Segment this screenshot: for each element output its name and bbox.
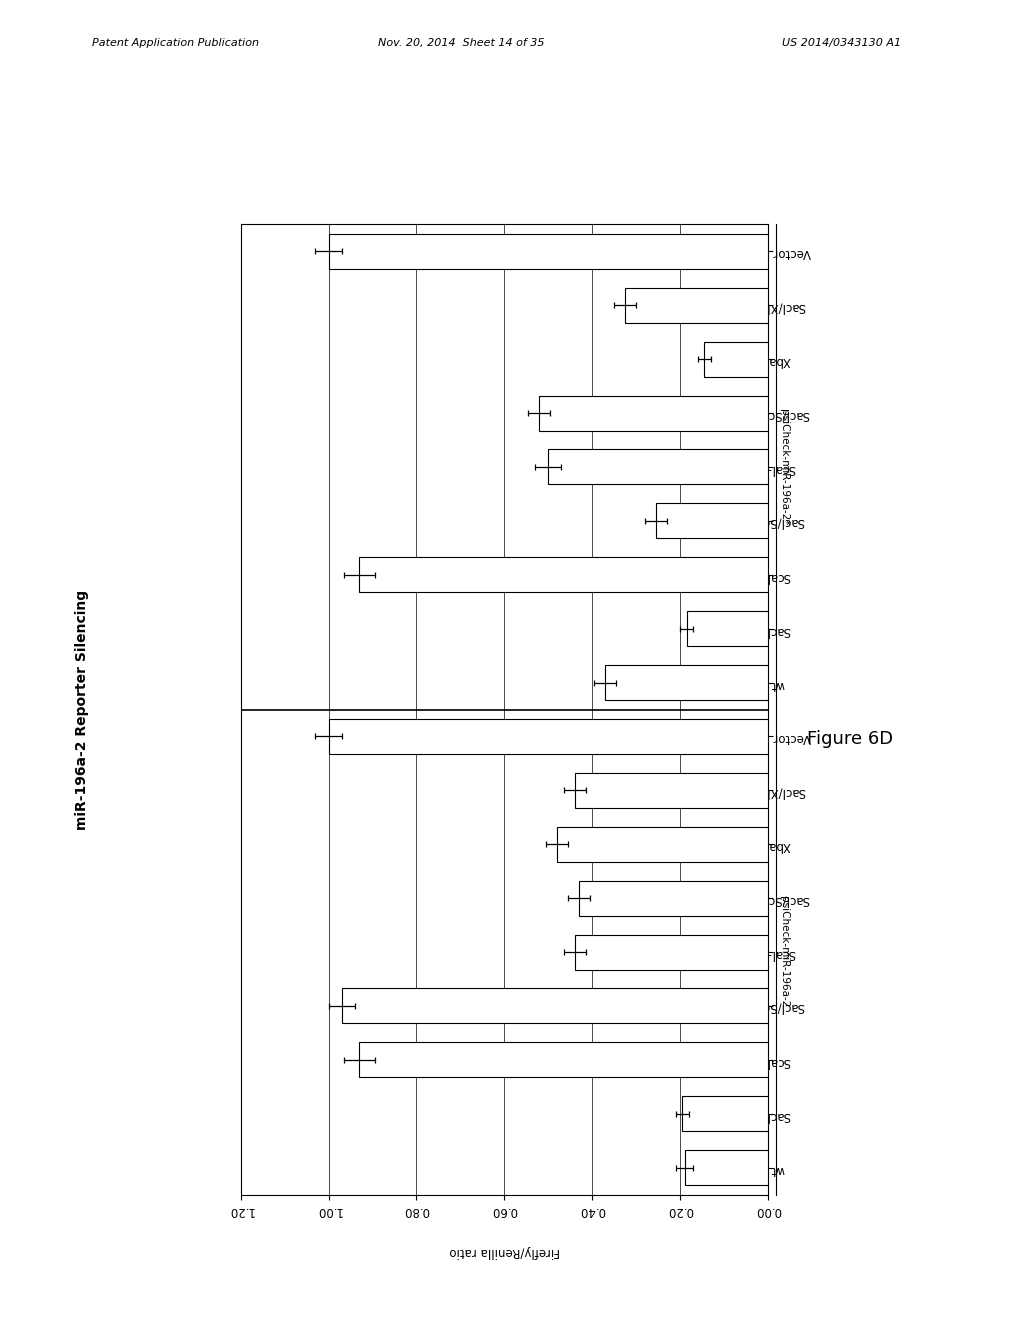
Bar — [557, 826, 768, 862]
Bar — [605, 665, 768, 700]
Bar — [574, 935, 768, 970]
Text: US 2014/0343130 A1: US 2014/0343130 A1 — [782, 38, 901, 49]
Bar — [342, 989, 768, 1023]
Bar — [359, 557, 768, 593]
Bar — [626, 288, 768, 323]
Bar — [579, 880, 768, 916]
Text: psiCheck-miR-196a-2: psiCheck-miR-196a-2 — [778, 896, 788, 1007]
Bar — [656, 503, 768, 539]
Bar — [540, 396, 768, 430]
Bar — [329, 719, 768, 754]
Text: Figure 6D: Figure 6D — [807, 730, 893, 748]
Bar — [329, 234, 768, 269]
Text: Nov. 20, 2014  Sheet 14 of 35: Nov. 20, 2014 Sheet 14 of 35 — [378, 38, 544, 49]
Bar — [705, 342, 768, 376]
Text: Patent Application Publication: Patent Application Publication — [92, 38, 259, 49]
Bar — [684, 1150, 768, 1185]
Bar — [687, 611, 768, 647]
Bar — [359, 1043, 768, 1077]
Text: psiCheck-miR-196a-2*: psiCheck-miR-196a-2* — [778, 409, 788, 525]
Bar — [548, 449, 768, 484]
Bar — [574, 772, 768, 808]
Text: miR-196a-2 Reporter Silencing: miR-196a-2 Reporter Silencing — [76, 590, 89, 829]
X-axis label: Firefly/Renilla ratio: Firefly/Renilla ratio — [449, 1245, 560, 1258]
Bar — [682, 1096, 768, 1131]
